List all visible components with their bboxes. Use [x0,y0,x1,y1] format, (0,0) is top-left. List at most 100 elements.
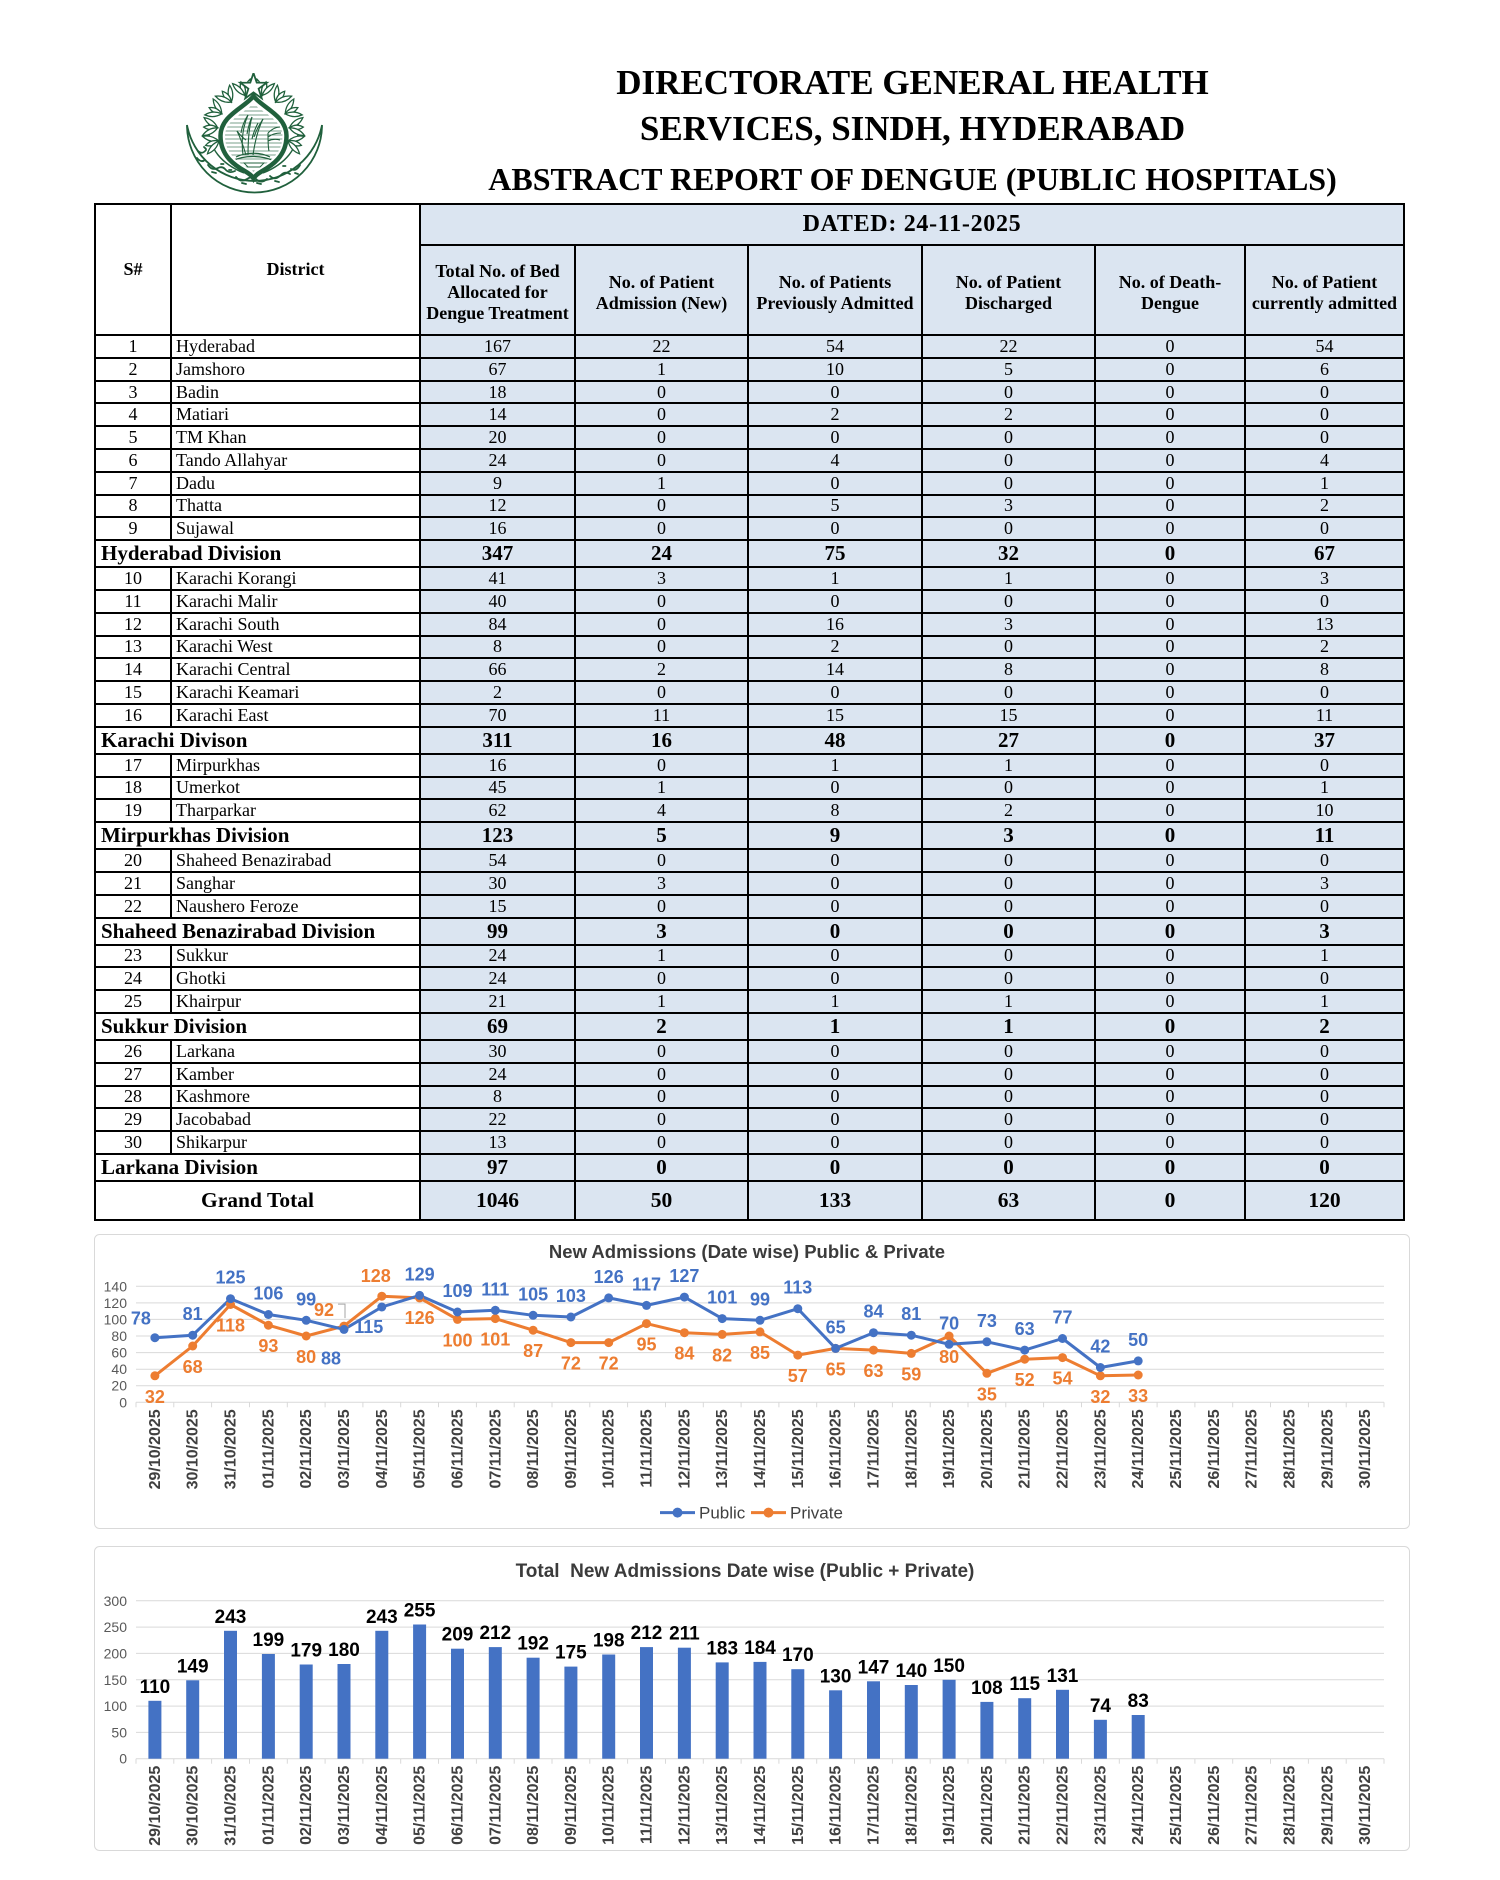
svg-text:68: 68 [183,1357,203,1377]
svg-text:21/11/2025: 21/11/2025 [1017,1409,1034,1488]
svg-text:31/10/2025: 31/10/2025 [223,1766,240,1846]
svg-text:84: 84 [674,1344,694,1364]
svg-text:Private: Private [790,1504,843,1523]
svg-text:255: 255 [404,1601,436,1622]
svg-text:09/11/2025: 09/11/2025 [563,1409,580,1488]
svg-text:74: 74 [1090,1696,1112,1717]
svg-text:14/11/2025: 14/11/2025 [752,1766,769,1845]
svg-text:115: 115 [354,1317,383,1337]
svg-text:110: 110 [140,1677,171,1698]
svg-text:10/11/2025: 10/11/2025 [601,1409,618,1488]
svg-text:120: 120 [104,1295,128,1311]
svg-text:04/11/2025: 04/11/2025 [374,1766,391,1845]
svg-text:0: 0 [119,1394,127,1410]
svg-text:26/11/2025: 26/11/2025 [1206,1766,1223,1845]
svg-text:20/11/2025: 20/11/2025 [979,1766,996,1845]
svg-text:16/11/2025: 16/11/2025 [828,1409,845,1488]
svg-text:14/11/2025: 14/11/2025 [752,1409,769,1488]
svg-text:19/11/2025: 19/11/2025 [941,1409,958,1488]
svg-text:131: 131 [1047,1666,1079,1687]
svg-text:30/10/2025: 30/10/2025 [185,1409,202,1489]
svg-text:212: 212 [631,1623,663,1644]
svg-text:01/11/2025: 01/11/2025 [260,1766,277,1845]
svg-text:126: 126 [405,1308,435,1328]
svg-text:15/11/2025: 15/11/2025 [790,1766,807,1845]
svg-text:85: 85 [750,1343,770,1363]
svg-text:170: 170 [782,1645,814,1666]
svg-text:179: 179 [290,1641,322,1662]
svg-text:26/11/2025: 26/11/2025 [1206,1409,1223,1488]
svg-text:05/11/2025: 05/11/2025 [412,1409,429,1488]
svg-text:20: 20 [111,1378,127,1394]
svg-text:31/10/2025: 31/10/2025 [223,1409,240,1489]
svg-text:80: 80 [111,1328,127,1344]
svg-text:06/11/2025: 06/11/2025 [450,1409,467,1488]
svg-text:29/10/2025: 29/10/2025 [147,1409,164,1489]
svg-text:02/11/2025: 02/11/2025 [298,1766,315,1845]
svg-text:08/11/2025: 08/11/2025 [525,1766,542,1845]
svg-text:24/11/2025: 24/11/2025 [1130,1766,1147,1845]
svg-text:23/11/2025: 23/11/2025 [1092,1409,1109,1488]
svg-text:28/11/2025: 28/11/2025 [1282,1409,1299,1488]
svg-text:27/11/2025: 27/11/2025 [1244,1766,1261,1845]
svg-text:199: 199 [253,1630,285,1651]
svg-text:180: 180 [328,1640,360,1661]
svg-text:211: 211 [669,1624,700,1645]
svg-text:109: 109 [442,1281,472,1301]
svg-text:17/11/2025: 17/11/2025 [866,1409,883,1488]
svg-text:126: 126 [594,1267,624,1287]
svg-text:84: 84 [863,1302,883,1322]
svg-text:10/11/2025: 10/11/2025 [601,1766,618,1845]
svg-text:147: 147 [858,1657,890,1678]
svg-text:175: 175 [555,1643,587,1664]
svg-text:27/11/2025: 27/11/2025 [1244,1409,1261,1488]
svg-text:29/11/2025: 29/11/2025 [1319,1409,1336,1488]
svg-text:06/11/2025: 06/11/2025 [450,1766,467,1845]
svg-text:183: 183 [706,1638,738,1659]
svg-text:108: 108 [971,1678,1003,1699]
svg-text:25/11/2025: 25/11/2025 [1168,1766,1185,1845]
svg-text:106: 106 [253,1284,283,1304]
svg-text:50: 50 [1128,1330,1148,1350]
svg-text:07/11/2025: 07/11/2025 [487,1409,504,1488]
svg-text:150: 150 [104,1672,128,1688]
svg-text:250: 250 [104,1619,128,1635]
svg-text:32: 32 [145,1387,165,1407]
svg-text:13/11/2025: 13/11/2025 [714,1409,731,1488]
svg-text:81: 81 [183,1304,203,1324]
svg-text:77: 77 [1052,1308,1072,1328]
svg-text:11/11/2025: 11/11/2025 [639,1409,656,1487]
svg-text:243: 243 [215,1607,247,1628]
svg-text:101: 101 [480,1330,510,1350]
svg-text:0: 0 [119,1751,127,1767]
svg-text:63: 63 [863,1361,883,1381]
svg-text:83: 83 [1128,1691,1149,1712]
svg-text:72: 72 [599,1354,619,1374]
svg-text:73: 73 [977,1311,997,1331]
svg-text:54: 54 [1052,1369,1072,1389]
svg-text:111: 111 [481,1279,509,1299]
svg-text:140: 140 [895,1661,927,1682]
svg-text:20/11/2025: 20/11/2025 [979,1409,996,1488]
svg-text:11/11/2025: 11/11/2025 [639,1766,656,1844]
svg-text:07/11/2025: 07/11/2025 [487,1766,504,1845]
svg-text:04/11/2025: 04/11/2025 [374,1409,391,1488]
svg-text:80: 80 [296,1347,316,1367]
svg-text:200: 200 [104,1645,128,1661]
svg-text:82: 82 [712,1345,732,1365]
svg-text:29/10/2025: 29/10/2025 [147,1766,164,1846]
svg-text:50: 50 [111,1724,127,1740]
svg-text:30/11/2025: 30/11/2025 [1357,1766,1374,1845]
svg-text:95: 95 [636,1335,656,1355]
svg-text:09/11/2025: 09/11/2025 [563,1766,580,1845]
svg-text:17/11/2025: 17/11/2025 [866,1766,883,1845]
svg-text:18/11/2025: 18/11/2025 [903,1409,920,1488]
svg-text:03/11/2025: 03/11/2025 [336,1766,353,1845]
svg-text:140: 140 [104,1278,128,1294]
svg-text:101: 101 [707,1288,737,1308]
svg-text:65: 65 [826,1359,846,1379]
svg-text:105: 105 [518,1284,548,1304]
svg-text:42: 42 [1090,1337,1110,1357]
svg-text:300: 300 [104,1593,128,1609]
svg-text:13/11/2025: 13/11/2025 [714,1766,731,1845]
